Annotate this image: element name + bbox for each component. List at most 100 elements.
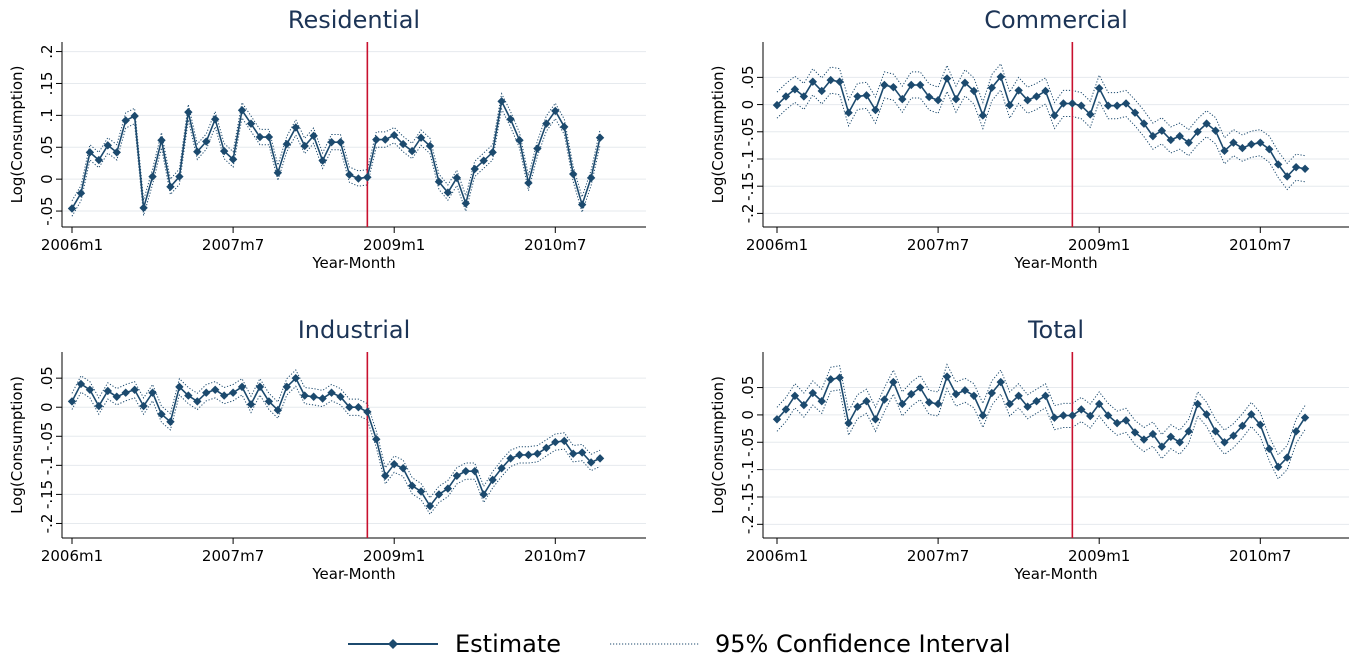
estimate-point	[184, 391, 193, 400]
estimate-point	[781, 92, 791, 101]
estimate-point	[1175, 131, 1184, 141]
estimate-point	[1256, 138, 1265, 147]
estimate-point	[103, 141, 112, 150]
estimate-point	[1050, 413, 1059, 422]
estimate-point	[1005, 399, 1014, 409]
estimate-point	[452, 173, 462, 183]
estimate-point	[1274, 462, 1283, 472]
estimate-point	[318, 156, 327, 165]
estimate-point	[461, 466, 470, 476]
estimate-point	[551, 437, 560, 447]
estimate-point	[772, 415, 782, 424]
estimate-point	[1121, 416, 1131, 425]
estimate-point	[951, 389, 961, 399]
estimate-point	[318, 394, 327, 403]
estimate-point	[211, 114, 220, 124]
estimate-point	[1095, 84, 1104, 93]
estimate-point	[327, 137, 336, 147]
estimate-point	[560, 436, 569, 446]
estimate-point	[978, 411, 988, 420]
estimate-point	[569, 169, 578, 179]
ci-upper-line	[71, 369, 601, 499]
estimate-point	[148, 172, 157, 181]
estimate-point	[1238, 143, 1247, 153]
estimate-point	[790, 85, 800, 94]
estimate-point	[425, 501, 435, 511]
estimate-point	[148, 388, 157, 397]
estimate-point	[907, 389, 916, 399]
estimate-point	[1247, 140, 1256, 149]
estimate-point	[112, 148, 121, 157]
estimate-point	[398, 464, 408, 473]
estimate-point	[184, 107, 193, 117]
legend: Estimate 95% Confidence Interval	[348, 630, 1010, 658]
estimate-point	[452, 471, 462, 481]
estimate-point	[1265, 444, 1274, 454]
estimate-point	[551, 106, 560, 116]
y-tick-label: .1	[38, 108, 56, 122]
estimate-point	[246, 119, 256, 128]
ci-lower-line	[71, 385, 601, 516]
y-tick-label: .15	[38, 72, 56, 96]
y-tick-label: -.05	[739, 428, 757, 457]
y-tick-label: 0	[38, 174, 56, 184]
estimate-point	[67, 204, 77, 213]
estimate-point	[1139, 119, 1149, 128]
estimate-point	[488, 148, 497, 157]
estimate-point	[1211, 427, 1220, 436]
ci-upper-line	[776, 363, 1306, 456]
estimate-point	[1274, 160, 1283, 169]
ci-lower-line	[776, 387, 1306, 480]
x-axis-title: Year-Month	[1013, 254, 1097, 272]
estimate-point	[1157, 442, 1167, 451]
estimate-point	[1139, 435, 1149, 444]
estimate-point	[1184, 427, 1193, 436]
estimate-point	[193, 147, 202, 156]
estimate-point	[1229, 138, 1238, 147]
x-axis-title: Year-Month	[311, 254, 395, 272]
estimate-point	[202, 137, 211, 146]
estimate-point	[1032, 92, 1041, 101]
panel-title: Total	[1027, 316, 1084, 344]
estimate-point	[951, 94, 961, 104]
y-tick-label: .05	[38, 366, 56, 390]
estimate-point	[1229, 431, 1238, 440]
estimate-point	[871, 105, 880, 115]
estimate-line	[71, 98, 601, 209]
y-tick-label: -.1	[739, 460, 757, 480]
estimate-point	[1059, 99, 1068, 108]
panel-total: Total -.2 -.15 -.1 -.05 0 .05 2006m1 2007m7 2009m…	[709, 316, 1349, 583]
y-tick-label: -.15	[739, 172, 757, 201]
estimate-point	[479, 490, 488, 499]
estimate-point	[282, 382, 291, 392]
y-tick-label: -.05	[38, 196, 56, 225]
estimate-point	[969, 86, 979, 96]
estimate-point	[542, 443, 551, 453]
legend-estimate-label: Estimate	[455, 630, 561, 658]
estimate-point	[1193, 127, 1202, 136]
estimate-point	[506, 454, 515, 463]
estimate-point	[416, 487, 426, 496]
x-tick-label: 2010m7	[1229, 547, 1291, 565]
estimate-point	[416, 133, 426, 142]
estimate-point	[799, 92, 809, 101]
estimate-point	[844, 418, 853, 428]
estimate-point	[1095, 399, 1104, 409]
estimate-point	[76, 379, 86, 389]
estimate-point	[898, 399, 907, 409]
estimate-point	[1282, 172, 1292, 181]
estimate-point	[1291, 162, 1301, 172]
estimate-point	[1148, 131, 1158, 141]
estimate-point	[85, 148, 95, 157]
estimate-point	[781, 405, 791, 414]
estimate-point	[488, 475, 497, 485]
estimate-point	[363, 407, 372, 417]
estimate-point	[880, 395, 889, 404]
estimate-point	[291, 123, 300, 132]
estimate-point	[569, 449, 578, 458]
y-tick-label: .2	[38, 44, 56, 58]
y-tick-label: -.1	[739, 149, 757, 169]
estimate-point	[871, 415, 880, 424]
estimate-point	[461, 199, 470, 208]
estimate-point	[1014, 391, 1023, 400]
